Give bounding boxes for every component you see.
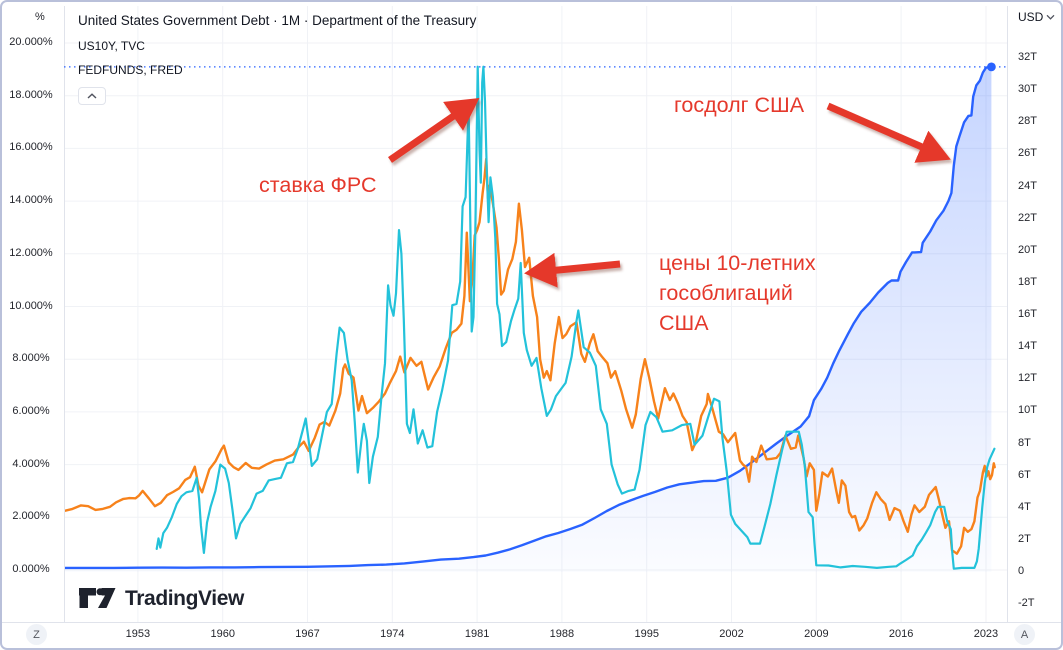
- currency-label: USD: [1018, 10, 1044, 24]
- us10y-label-arrow[interactable]: [524, 252, 621, 288]
- fed-rate-label-arrow[interactable]: [388, 98, 480, 163]
- legend-us10y[interactable]: US10Y, TVC: [78, 39, 145, 53]
- debt-label-arrow[interactable]: [826, 102, 951, 163]
- time-axis-tick: 2009: [804, 628, 829, 640]
- chevron-up-icon: [87, 93, 97, 99]
- us10y-label[interactable]: цены 10-летних гособлигаций США: [659, 251, 816, 335]
- fed-rate-label[interactable]: ставка ФРС: [259, 173, 377, 197]
- right-axis-tick: 2T: [1018, 532, 1031, 545]
- tradingview-logo[interactable]: TradingView: [79, 586, 244, 611]
- right-axis-tick: -2T: [1018, 597, 1035, 610]
- left-axis-tick: 6.000%: [12, 404, 50, 417]
- time-axis-tick: 1974: [380, 628, 405, 640]
- right-axis-tick: 0: [1018, 565, 1025, 577]
- tradingview-logo-text: TradingView: [125, 586, 244, 610]
- left-axis-tick: 14.000%: [9, 194, 53, 207]
- right-axis-tick: 8T: [1018, 436, 1031, 449]
- debt-label[interactable]: госдолг США: [674, 93, 805, 117]
- time-axis-tick: 1960: [210, 628, 235, 640]
- right-axis-tick: 30T: [1018, 83, 1037, 96]
- right-axis-tick: 26T: [1018, 147, 1037, 160]
- left-axis-tick: 2.000%: [12, 510, 50, 523]
- time-axis-tick: 2023: [973, 628, 999, 640]
- left-axis-tick: 20.000%: [9, 36, 53, 48]
- right-axis-tick: 4T: [1018, 500, 1031, 513]
- right-axis-tick: 12T: [1018, 372, 1037, 385]
- time-axis-tick: 2016: [888, 628, 914, 640]
- time-axis-tick: 2002: [719, 628, 744, 640]
- right-axis-tick: 18T: [1018, 275, 1037, 288]
- chart-title[interactable]: United States Government Debt · 1M · Dep…: [78, 13, 477, 28]
- series-fedfunds-line[interactable]: [155, 65, 996, 570]
- right-axis-tick: 6T: [1018, 468, 1031, 481]
- right-axis-tick: 22T: [1018, 211, 1037, 224]
- left-axis-unit: %: [35, 11, 45, 23]
- left-axis-tick: 10.000%: [9, 299, 53, 312]
- legend: United States Government Debt · 1M · Dep…: [78, 13, 476, 105]
- time-axis-tick: 1953: [125, 628, 151, 640]
- left-axis-tick: 12.000%: [9, 246, 53, 259]
- scale-separators: [2, 6, 1061, 623]
- time-axis-tick: 1988: [549, 628, 575, 640]
- right-axis-tick: 20T: [1018, 243, 1037, 256]
- left-axis-tick: 4.000%: [12, 457, 50, 470]
- auto-scale-button[interactable]: A: [1014, 624, 1035, 645]
- right-scale-currency-button[interactable]: USD: [1018, 10, 1055, 24]
- right-axis-tick: 16T: [1018, 308, 1037, 321]
- right-axis-tick: 10T: [1018, 404, 1037, 417]
- left-axis-tick: 8.000%: [12, 352, 50, 365]
- time-axis-tick: 1967: [295, 628, 320, 640]
- right-axis-tick: 32T: [1018, 51, 1037, 64]
- tradingview-logo-icon: [79, 588, 116, 608]
- debt-last-value-dot: [987, 62, 996, 72]
- series-debt-area: [65, 66, 992, 572]
- zoom-out-button[interactable]: Z: [26, 624, 47, 645]
- left-axis-tick: 18.000%: [9, 88, 53, 101]
- left-axis-tick: 16.000%: [9, 141, 53, 154]
- time-axis-tick: 1981: [464, 628, 490, 640]
- legend-fedfunds[interactable]: FEDFUNDS, FRED: [78, 63, 183, 77]
- right-axis-tick: 24T: [1018, 179, 1037, 192]
- left-axis-tick: 0.000%: [12, 563, 50, 575]
- right-axis-tick: 14T: [1018, 340, 1037, 353]
- chevron-down-icon: [1046, 14, 1055, 20]
- legend-collapse-button[interactable]: [78, 87, 106, 105]
- right-axis-tick: 28T: [1018, 115, 1037, 128]
- time-axis-tick: 1995: [634, 628, 659, 640]
